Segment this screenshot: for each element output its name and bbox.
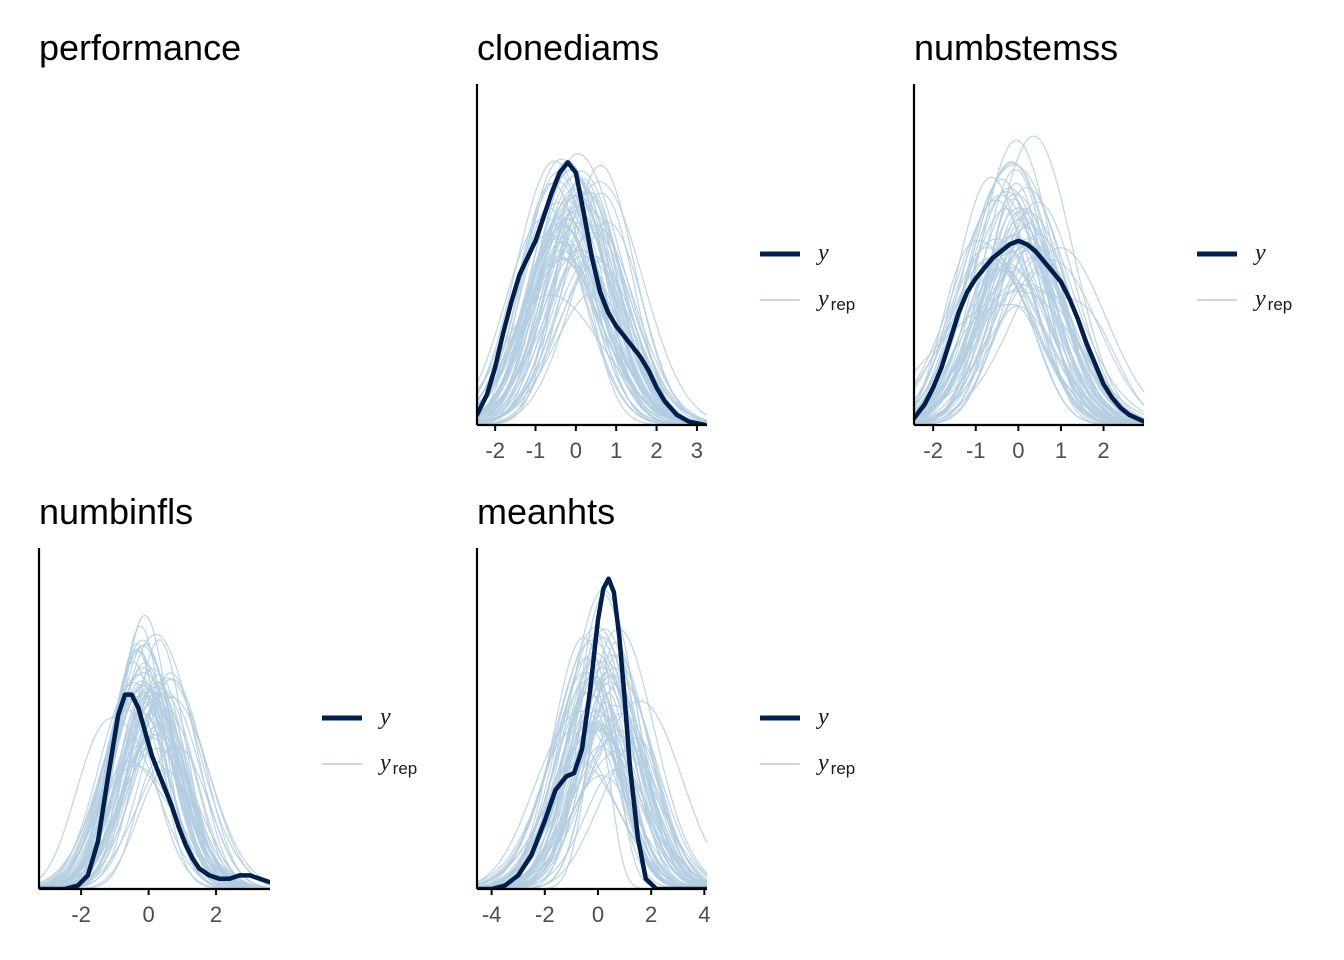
yrep-line — [477, 177, 707, 425]
legend-label-yrep-sub: rep — [831, 295, 856, 314]
x-tick-label: -2 — [71, 902, 91, 927]
y-line — [39, 692, 270, 889]
x-tick-label: -1 — [966, 438, 986, 463]
yrep-line — [39, 712, 270, 889]
panel-clonediams: clonediams -2 -1 0 1 2 3 y y rep — [475, 27, 855, 463]
panel-title: clonediams — [477, 27, 659, 68]
x-tick-label: 0 — [592, 902, 604, 927]
legend-label-y: y — [1253, 240, 1266, 266]
yrep-series — [477, 588, 707, 889]
panel-title: performance — [39, 27, 241, 68]
panel-numbstemss: numbstemss -2 -1 0 1 2 y y rep — [912, 27, 1292, 463]
yrep-line — [477, 181, 707, 418]
yrep-line — [477, 258, 707, 425]
yrep-line — [477, 774, 707, 889]
x-tick-label: 3 — [691, 438, 703, 463]
y-line — [477, 576, 707, 889]
legend-label-yrep-main: y — [1253, 286, 1266, 312]
x-tick-label: -4 — [482, 902, 502, 927]
x-tick-label: 0 — [1012, 438, 1024, 463]
legend-label-y: y — [378, 704, 391, 730]
yrep-line — [477, 201, 707, 425]
legend-label-yrep-sub: rep — [831, 759, 856, 778]
yrep-series — [477, 153, 707, 425]
legend-label-y: y — [816, 240, 829, 266]
x-tick-label: 2 — [1097, 438, 1109, 463]
yrep-line — [914, 162, 1144, 422]
yrep-line — [914, 224, 1144, 425]
x-tick-label: 1 — [610, 438, 622, 463]
yrep-line — [39, 633, 270, 886]
yrep-line — [914, 164, 1144, 413]
plot-area: -2 0 2 — [37, 548, 270, 927]
x-tick-label: -2 — [485, 438, 505, 463]
x-tick-label: 2 — [210, 902, 222, 927]
x-tick-label: 0 — [142, 902, 154, 927]
legend: y y rep — [1197, 240, 1292, 314]
plot-area: -2 -1 0 1 2 3 — [475, 84, 707, 463]
panel-meanhts: meanhts -4 -2 0 2 4 y y rep — [475, 491, 855, 927]
x-tick-label: 2 — [650, 438, 662, 463]
yrep-line — [477, 207, 707, 422]
legend-label-y: y — [816, 704, 829, 730]
legend-label-yrep-main: y — [816, 750, 829, 776]
yrep-line — [914, 186, 1144, 423]
yrep-line — [39, 723, 270, 889]
yrep-line — [914, 246, 1144, 425]
legend-label-yrep-sub: rep — [1268, 295, 1293, 314]
legend: y y rep — [760, 704, 855, 778]
yrep-line — [914, 182, 1144, 425]
legend-label-yrep-main: y — [378, 750, 391, 776]
yrep-line — [477, 191, 707, 425]
legend-label-yrep: y rep — [1253, 286, 1292, 314]
panel-title: numbstemss — [914, 27, 1118, 68]
panel-performance: performance — [39, 27, 241, 68]
x-tick-label: 1 — [1055, 438, 1067, 463]
legend-label-yrep: y rep — [816, 286, 855, 314]
yrep-line — [914, 259, 1144, 418]
legend-label-yrep-sub: rep — [393, 759, 418, 778]
yrep-line — [914, 269, 1144, 425]
x-tick-label: 2 — [645, 902, 657, 927]
yrep-line — [477, 729, 707, 889]
x-tick-label: -2 — [923, 438, 943, 463]
panel-title: meanhts — [477, 491, 615, 532]
x-tick-label: 0 — [570, 438, 582, 463]
x-tick-label: -2 — [535, 902, 555, 927]
yrep-line — [39, 666, 270, 889]
legend-label-yrep-main: y — [816, 286, 829, 312]
yrep-series — [39, 614, 270, 889]
yrep-line — [477, 221, 707, 425]
yrep-line — [477, 731, 707, 889]
yrep-line — [477, 735, 707, 889]
panel-numbinfls: numbinfls -2 0 2 y y rep — [37, 491, 417, 927]
yrep-line — [914, 236, 1144, 425]
panel-title: numbinfls — [39, 491, 193, 532]
x-tick-label: -1 — [526, 438, 546, 463]
yrep-line — [477, 667, 707, 888]
plot-area: -4 -2 0 2 4 — [475, 548, 710, 927]
y-line — [914, 238, 1144, 424]
yrep-line — [914, 168, 1144, 425]
legend: y y rep — [760, 240, 855, 314]
yrep-line — [477, 681, 707, 889]
legend-label-yrep: y rep — [816, 750, 855, 778]
yrep-line — [477, 224, 707, 425]
yrep-series — [914, 135, 1144, 425]
y-line — [477, 160, 707, 425]
x-tick-label: 4 — [698, 902, 710, 927]
plot-area: -2 -1 0 1 2 — [912, 84, 1144, 463]
legend: y y rep — [322, 704, 417, 778]
legend-label-yrep: y rep — [378, 750, 417, 778]
